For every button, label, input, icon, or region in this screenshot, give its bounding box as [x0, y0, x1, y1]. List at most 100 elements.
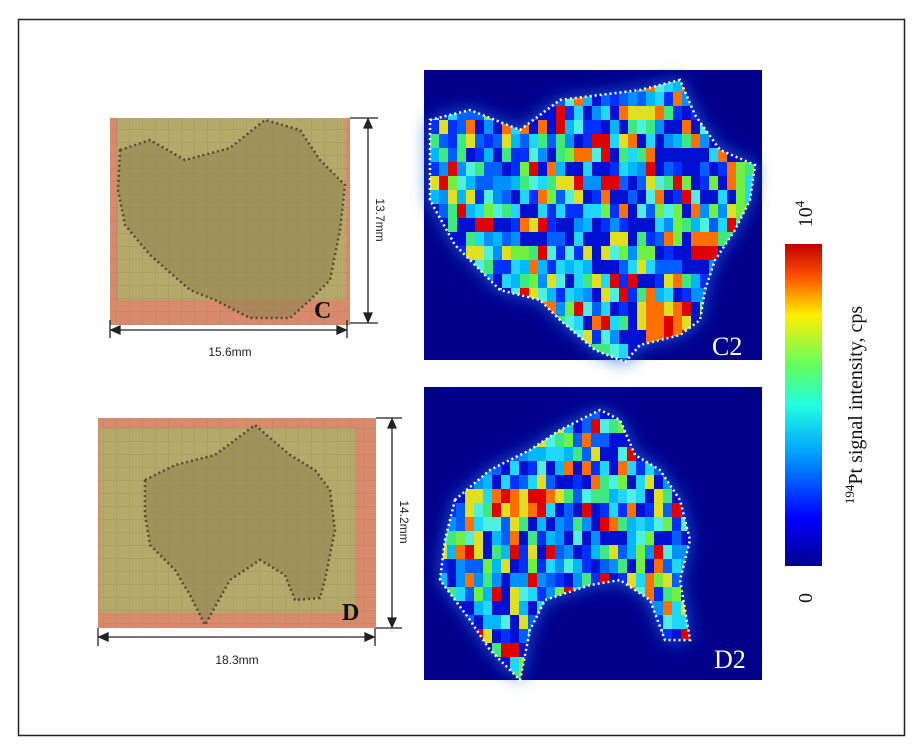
- heatmap-cell: [700, 134, 709, 148]
- heatmap-cell: [447, 517, 456, 531]
- heatmap-cell: [646, 288, 655, 302]
- heatmap-cell: [466, 162, 475, 176]
- heatmap-cell: [682, 274, 691, 288]
- heatmap-cell: [646, 162, 655, 176]
- heatmap-cell: [673, 204, 682, 218]
- heatmap-cell: [682, 120, 691, 134]
- heatmap-cell: [601, 218, 610, 232]
- heatmap-cell: [609, 503, 618, 517]
- heatmap-cell: [528, 503, 537, 517]
- heatmap-cell: [592, 316, 601, 330]
- heatmap-cell: [520, 288, 529, 302]
- heatmap-cell: [664, 288, 673, 302]
- heatmap-cell: [691, 162, 700, 176]
- heatmap-cell: [565, 190, 574, 204]
- heatmap-cell: [646, 134, 655, 148]
- heatmap-cell: [475, 190, 484, 204]
- heatmap-cell: [483, 475, 492, 489]
- heatmap-cell: [546, 531, 555, 545]
- heatmap-cell: [484, 232, 493, 246]
- heatmap-cell: [457, 134, 466, 148]
- heatmap-cell: [546, 559, 555, 573]
- heatmap-cell: [618, 433, 627, 447]
- width-label: 18.3mm: [215, 653, 258, 667]
- heatmap-cell: [538, 274, 547, 288]
- heatmap-cell: [440, 573, 447, 587]
- heatmap-cell: [457, 162, 466, 176]
- heatmap-cell: [654, 587, 663, 601]
- heatmap-cell: [628, 288, 637, 302]
- heatmap-cell: [565, 92, 574, 106]
- heatmap-cell: [691, 274, 700, 288]
- heatmap-cell: [474, 601, 483, 615]
- heatmap-cell: [592, 260, 601, 274]
- heatmap-cell: [736, 162, 745, 176]
- heatmap-cell: [556, 288, 565, 302]
- heatmap-cell: [457, 120, 466, 134]
- heatmap-cell: [529, 260, 538, 274]
- heatmap-cell: [511, 232, 520, 246]
- heatmap-cell: [510, 615, 519, 629]
- heatmap-cell: [520, 274, 529, 288]
- heatmap-cell: [564, 447, 573, 461]
- heatmap-cell: [448, 120, 457, 134]
- heatmap-cell: [618, 545, 627, 559]
- heatmap-cell: [673, 106, 682, 120]
- heatmap-cell: [439, 120, 448, 134]
- heatmap-cell: [510, 503, 519, 517]
- heatmap-cell: [519, 601, 528, 615]
- heatmap-cell: [601, 204, 610, 218]
- heatmap-cell: [583, 106, 592, 120]
- heatmap-cell: [448, 218, 457, 232]
- heatmap-cell: [682, 232, 691, 246]
- heatmap-cell: [483, 601, 492, 615]
- heatmap-cell: [501, 503, 510, 517]
- heatmap-cell: [448, 134, 457, 148]
- heatmap-cell: [610, 204, 619, 218]
- heatmap-cell: [457, 232, 466, 246]
- heatmap-cell: [466, 246, 475, 260]
- heatmap-cell: [646, 190, 655, 204]
- heatmap-cell: [573, 545, 582, 559]
- heatmap-cell: [555, 531, 564, 545]
- heatmap-cell: [492, 531, 501, 545]
- heatmap-cell: [619, 134, 628, 148]
- heatmap-cell: [681, 615, 690, 629]
- heatmap-cell: [520, 204, 529, 218]
- heatmap-cell: [655, 204, 664, 218]
- heatmap-cell: [573, 531, 582, 545]
- heatmap-cell: [474, 531, 483, 545]
- heatmap-cell: [628, 260, 637, 274]
- heatmap-cell: [637, 330, 646, 344]
- heatmap-cell: [619, 218, 628, 232]
- heatmap-cell: [547, 260, 556, 274]
- heatmap-cell: [547, 218, 556, 232]
- heatmap-cell: [574, 134, 583, 148]
- heatmap-cell: [547, 204, 556, 218]
- heatmap-cell: [645, 531, 654, 545]
- heatmap-cell: [582, 517, 591, 531]
- heatmap-cell: [501, 657, 510, 671]
- heatmap-cell: [736, 204, 745, 218]
- heatmap-cell: [574, 274, 583, 288]
- heatmap-cell: [520, 134, 529, 148]
- heatmap-cell: [564, 517, 573, 531]
- heatmap-cell: [546, 461, 555, 475]
- heatmap-cell: [664, 274, 673, 288]
- heatmap-cell: [627, 461, 636, 475]
- heatmap-cell: [583, 204, 592, 218]
- heatmap-cell: [664, 246, 673, 260]
- panel-label: C: [314, 298, 331, 324]
- heatmap-cell: [663, 545, 672, 559]
- heatmap-cell: [511, 134, 520, 148]
- heatmap-cell: [618, 559, 627, 573]
- heatmap-cell: [646, 106, 655, 120]
- heatmap-cell: [745, 190, 754, 204]
- heatmap-cell: [655, 92, 664, 106]
- heatmap-cell: [609, 489, 618, 503]
- heatmap-cell: [538, 190, 547, 204]
- heatmap-cell: [628, 120, 637, 134]
- heatmap-cell: [592, 134, 601, 148]
- heatmap-cell: [645, 489, 654, 503]
- heatmap-cell: [672, 629, 681, 643]
